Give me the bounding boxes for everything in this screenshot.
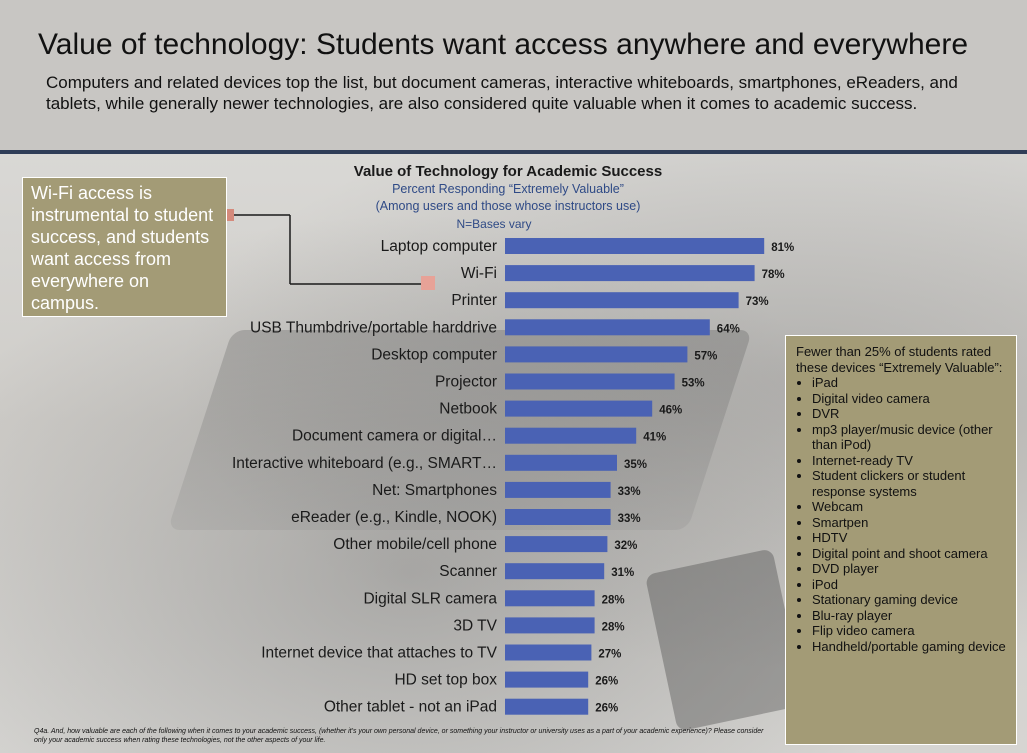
bar xyxy=(505,698,589,715)
category-label: Scanner xyxy=(439,563,497,580)
category-label: 3D TV xyxy=(453,617,497,634)
low-rated-item: Flip video camera xyxy=(812,623,1006,639)
bar xyxy=(505,346,688,363)
bar xyxy=(505,400,653,417)
low-rated-item: Digital video camera xyxy=(812,391,1006,407)
bar xyxy=(505,292,739,309)
category-label: Other tablet - not an iPad xyxy=(324,699,497,716)
category-label: Projector xyxy=(435,374,497,391)
low-rated-item: HDTV xyxy=(812,530,1006,546)
category-label: Desktop computer xyxy=(371,346,497,363)
bar xyxy=(505,509,611,525)
footnote: Q4a. And, how valuable are each of the f… xyxy=(34,728,764,744)
bars-group: Laptop computer 81% Wi-Fi 78% Printer 73% USB … xyxy=(232,238,794,716)
bar xyxy=(505,536,608,553)
value-label: 28% xyxy=(602,594,625,606)
bar xyxy=(505,481,611,498)
category-label: Printer xyxy=(451,292,497,309)
category-label: Wi-Fi xyxy=(461,265,497,282)
category-label: Netbook xyxy=(439,401,497,418)
bar xyxy=(505,265,755,282)
value-label: 33% xyxy=(618,486,641,498)
bar xyxy=(505,644,592,661)
low-rated-item: Handheld/portable gaming device xyxy=(812,639,1006,655)
bar xyxy=(505,563,605,580)
low-rated-item: iPad xyxy=(812,375,1006,391)
slide-header: Value of technology: Students want acces… xyxy=(0,0,1027,154)
category-label: Document camera or digital… xyxy=(292,428,497,445)
value-label: 26% xyxy=(595,703,618,715)
value-label: 35% xyxy=(624,459,647,471)
category-label: Net: Smartphones xyxy=(372,482,497,499)
bar xyxy=(505,319,710,336)
chart-subtitle-2: (Among users and those whose instructors… xyxy=(376,199,641,213)
value-label: 78% xyxy=(762,269,785,281)
category-label: Other mobile/cell phone xyxy=(333,536,497,553)
low-rated-item: mp3 player/music device (other than iPod… xyxy=(812,422,1006,453)
chart-subtitle-1: Percent Responding “Extremely Valuable” xyxy=(392,182,624,196)
low-rated-intro: Fewer than 25% of students rated these d… xyxy=(796,344,1003,375)
low-rated-devices-callout: Fewer than 25% of students rated these d… xyxy=(785,335,1017,745)
value-label: 46% xyxy=(659,405,682,417)
low-rated-item: Digital point and shoot camera xyxy=(812,546,1006,562)
low-rated-item: Internet-ready TV xyxy=(812,453,1006,469)
wifi-callout-text: Wi-Fi access is instrumental to student … xyxy=(31,183,214,313)
low-rated-item: Webcam xyxy=(812,499,1006,515)
low-rated-item: Stationary gaming device xyxy=(812,592,1006,608)
category-label: eReader (e.g., Kindle, NOOK) xyxy=(291,509,497,526)
low-rated-item: iPod xyxy=(812,577,1006,593)
connector-marker xyxy=(421,276,435,290)
page-subtitle: Computers and related devices top the li… xyxy=(46,73,958,113)
category-label: USB Thumbdrive/portable harddrive xyxy=(250,319,497,336)
chart-title: Value of Technology for Academic Success xyxy=(354,163,662,180)
low-rated-item: DVR xyxy=(812,406,1006,422)
category-label: Internet device that attaches to TV xyxy=(261,645,497,662)
bar xyxy=(505,671,589,688)
low-rated-list: iPadDigital video cameraDVRmp3 player/mu… xyxy=(796,375,1006,654)
value-label: 53% xyxy=(682,378,705,390)
bar xyxy=(505,427,637,444)
value-label: 32% xyxy=(614,540,637,552)
value-label: 31% xyxy=(611,567,634,579)
bar xyxy=(505,238,765,254)
wifi-callout: Wi-Fi access is instrumental to student … xyxy=(22,177,227,317)
category-label: Interactive whiteboard (e.g., SMART… xyxy=(232,455,497,472)
low-rated-item: Blu-ray player xyxy=(812,608,1006,624)
value-label: 27% xyxy=(598,649,621,661)
value-label: 26% xyxy=(595,676,618,688)
page-title: Value of technology: Students want acces… xyxy=(38,28,968,61)
value-label: 41% xyxy=(643,432,666,444)
bar xyxy=(505,617,595,634)
chart-subtitle-3: N=Bases vary xyxy=(456,217,531,231)
category-label: Laptop computer xyxy=(381,238,497,255)
value-label: 64% xyxy=(717,323,740,335)
category-label: HD set top box xyxy=(394,672,497,689)
category-label: Digital SLR camera xyxy=(363,590,497,607)
value-label: 33% xyxy=(618,513,641,525)
bar xyxy=(505,590,595,607)
value-label: 73% xyxy=(746,296,769,308)
low-rated-item: Smartpen xyxy=(812,515,1006,531)
value-label: 28% xyxy=(602,621,625,633)
low-rated-item: DVD player xyxy=(812,561,1006,577)
bar xyxy=(505,373,675,390)
low-rated-item: Student clickers or student response sys… xyxy=(812,468,1006,499)
value-label: 81% xyxy=(771,242,794,254)
bar xyxy=(505,454,617,471)
value-label: 57% xyxy=(694,350,717,362)
